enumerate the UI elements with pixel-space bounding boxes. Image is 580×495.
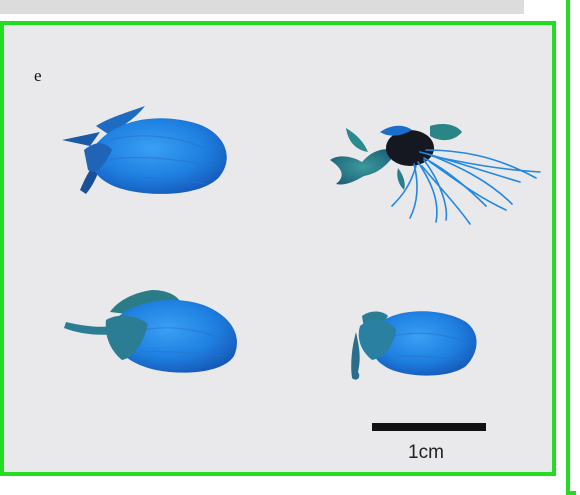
top-right-rooted-specimen xyxy=(330,124,541,225)
adjacent-panel-frame xyxy=(566,0,576,495)
scale-bar xyxy=(372,423,486,431)
bottom-right-bud xyxy=(351,311,477,380)
figure-panel xyxy=(0,21,556,476)
bottom-left-bud xyxy=(64,290,237,373)
panel-label: e xyxy=(34,66,42,85)
top-left-bud xyxy=(62,106,227,194)
top-strip xyxy=(0,0,524,14)
scale-bar-label: 1cm xyxy=(408,442,444,463)
